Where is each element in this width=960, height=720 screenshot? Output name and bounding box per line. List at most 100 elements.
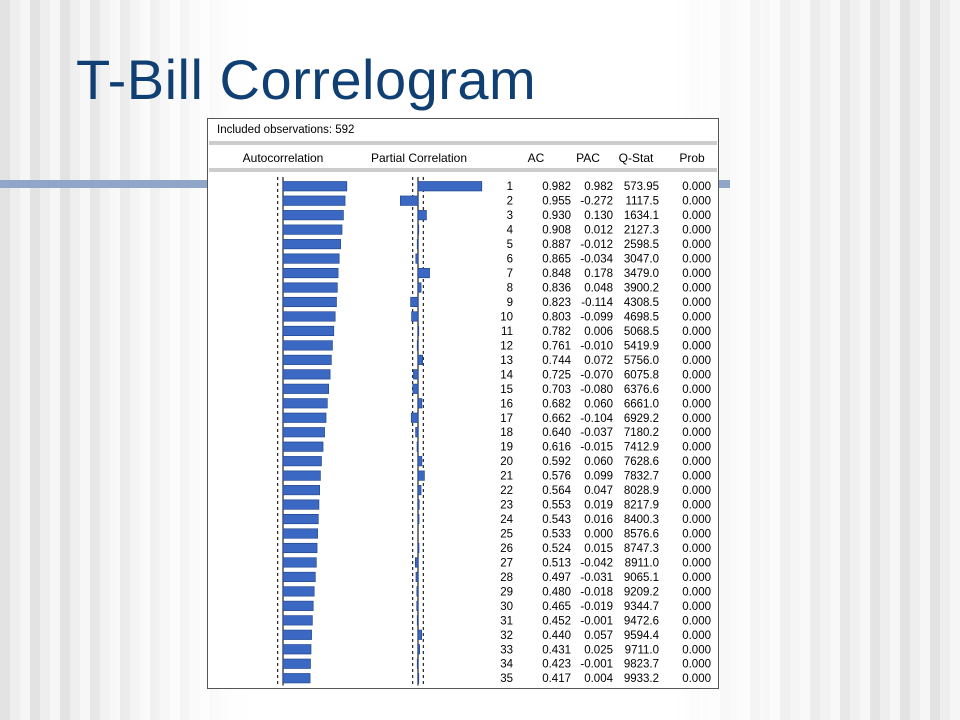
ac-value: 0.836 <box>542 283 571 295</box>
q-stat-value: 5756.0 <box>624 355 659 367</box>
pac-bar-23 <box>417 499 420 510</box>
ac-value: 0.533 <box>542 529 571 541</box>
pac-value: 0.130 <box>584 210 613 222</box>
ac-bar-11 <box>282 325 335 336</box>
table-row: 20 0.592 0.060 7628.6 0.000 <box>500 456 711 468</box>
q-stat-value: 3047.0 <box>624 254 659 266</box>
ac-value: 0.440 <box>542 630 571 642</box>
ac-value: 0.865 <box>542 254 571 266</box>
header-autocorrelation: Autocorrelation <box>243 151 324 165</box>
pac-bar-14 <box>413 369 419 380</box>
pac-value: 0.982 <box>584 181 613 193</box>
table-row: 35 0.417 0.004 9933.2 0.000 <box>500 673 711 685</box>
lag-cell: 9 <box>507 297 513 309</box>
lag-cell: 21 <box>500 471 513 483</box>
ac-bar-28 <box>282 571 316 582</box>
pac-bar-15 <box>412 383 419 394</box>
q-stat-value: 8576.6 <box>624 529 659 541</box>
q-stat-value: 6376.6 <box>624 384 659 396</box>
lag-cell: 7 <box>507 268 513 280</box>
ac-value: 0.887 <box>542 239 571 251</box>
lag-cell: 24 <box>500 514 513 526</box>
lag-cell: 22 <box>500 485 513 497</box>
ac-value: 0.452 <box>542 615 571 627</box>
lag-cell: 6 <box>507 254 513 266</box>
prob-value: 0.000 <box>682 471 711 483</box>
pac-value: -0.018 <box>580 586 613 598</box>
pac-value: 0.060 <box>584 456 613 468</box>
pac-value: -0.001 <box>580 615 613 627</box>
ac-bar-35 <box>282 673 311 684</box>
table-row: 30 0.465 -0.019 9344.7 0.000 <box>500 601 711 613</box>
q-stat-value: 4698.5 <box>624 311 659 323</box>
correlogram-chart: Included observations: 592 Autocorrelati… <box>209 124 717 688</box>
pac-bar-8 <box>417 282 422 293</box>
pac-value: -0.104 <box>580 413 613 425</box>
prob-value: 0.000 <box>682 398 711 410</box>
ac-value: 0.744 <box>542 355 571 367</box>
q-stat-value: 8217.9 <box>624 500 659 512</box>
q-stat-value: 5068.5 <box>624 326 659 338</box>
table-row: 28 0.497 -0.031 9065.1 0.000 <box>500 572 711 584</box>
pac-value: 0.012 <box>584 225 613 237</box>
ac-bar-22 <box>282 485 320 496</box>
ac-value: 0.662 <box>542 413 571 425</box>
pac-bar-22 <box>417 485 422 496</box>
ac-value: 0.682 <box>542 398 571 410</box>
table-row: 19 0.616 -0.015 7412.9 0.000 <box>500 442 711 454</box>
pac-value: 0.019 <box>584 500 613 512</box>
lag-cell: 30 <box>500 601 513 613</box>
lag-cell: 3 <box>507 210 513 222</box>
ac-bar-20 <box>282 456 322 467</box>
lag-cell: 19 <box>500 442 513 454</box>
lag-cell: 33 <box>500 644 513 656</box>
header-ac: AC <box>528 151 545 165</box>
ac-value: 0.576 <box>542 471 571 483</box>
ac-bar-9 <box>282 296 337 308</box>
pac-bar-16 <box>417 398 423 409</box>
prob-value: 0.000 <box>682 239 711 251</box>
table-row: 13 0.744 0.072 5756.0 0.000 <box>500 355 711 367</box>
ac-bar-6 <box>282 253 340 264</box>
table-row: 14 0.725 -0.070 6075.8 0.000 <box>500 369 711 381</box>
lag-cell: 16 <box>500 398 513 410</box>
prob-value: 0.000 <box>682 485 711 497</box>
prob-value: 0.000 <box>682 630 711 642</box>
prob-value: 0.000 <box>682 413 711 425</box>
prob-value: 0.000 <box>682 283 711 295</box>
lag-cell: 2 <box>507 196 513 208</box>
prob-value: 0.000 <box>682 210 711 222</box>
lag-cell: 34 <box>500 659 513 671</box>
table-row: 5 0.887 -0.012 2598.5 0.000 <box>507 239 711 251</box>
pac-value: -0.019 <box>580 601 613 613</box>
ac-value: 0.955 <box>542 196 571 208</box>
lag-cell: 13 <box>500 355 513 367</box>
ac-bar-17 <box>282 412 327 423</box>
ac-value: 0.803 <box>542 311 571 323</box>
prob-value: 0.000 <box>682 225 711 237</box>
lag-cell: 10 <box>500 311 513 323</box>
lag-cell: 25 <box>500 529 513 541</box>
q-stat-value: 9065.1 <box>624 572 659 584</box>
table-row: 34 0.423 -0.001 9823.7 0.000 <box>500 659 711 671</box>
q-stat-value: 9711.0 <box>625 644 659 656</box>
pac-value: -0.099 <box>580 311 613 323</box>
prob-value: 0.000 <box>682 427 711 439</box>
ac-value: 0.592 <box>542 456 571 468</box>
table-row: 25 0.533 0.000 8576.6 0.000 <box>500 529 711 541</box>
prob-value: 0.000 <box>682 456 711 468</box>
header-pac: PAC <box>576 151 600 165</box>
pac-value: 0.016 <box>584 514 613 526</box>
prob-value: 0.000 <box>682 442 711 454</box>
pac-bar-5 <box>416 239 419 250</box>
pac-bar-2 <box>400 195 419 206</box>
table-row: 11 0.782 0.006 5068.5 0.000 <box>501 326 711 338</box>
ac-value: 0.782 <box>542 326 571 338</box>
pac-bar-29 <box>416 586 419 597</box>
ac-bar-29 <box>282 586 315 597</box>
lag-cell: 35 <box>500 673 513 685</box>
ac-bar-26 <box>282 542 318 554</box>
ac-value: 0.616 <box>542 442 571 454</box>
pac-value: -0.015 <box>580 442 613 454</box>
q-stat-value: 3900.2 <box>624 283 659 295</box>
